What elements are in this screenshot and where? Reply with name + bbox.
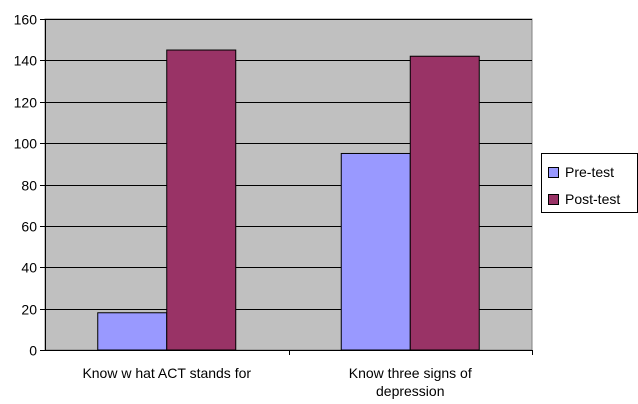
y-tick-labels: 0 20 40 60 80 100 120 140 160 xyxy=(14,12,38,359)
y-tick-label: 80 xyxy=(21,178,37,194)
bar-post-test-0 xyxy=(166,49,237,351)
y-tick-label: 40 xyxy=(21,260,37,276)
legend-swatch-post-test xyxy=(548,193,559,205)
y-tick-label: 160 xyxy=(14,12,38,28)
legend-label-pre-test: Pre-test xyxy=(565,164,615,180)
legend-item-post-test: Post-test xyxy=(548,189,620,209)
axes xyxy=(40,19,533,355)
legend: Pre-test Post-test xyxy=(541,153,638,213)
x-category-label: Know three signs of depression xyxy=(349,365,472,399)
x-category-label: Know w hat ACT stands for xyxy=(82,365,251,381)
legend-label-post-test: Post-test xyxy=(565,191,621,207)
y-tick-label: 20 xyxy=(21,302,37,318)
y-tick-label: 60 xyxy=(21,219,37,235)
y-tick-label: 120 xyxy=(14,95,38,111)
legend-item-pre-test: Pre-test xyxy=(548,162,614,182)
x-category-labels: Know w hat ACT stands for Know three sign… xyxy=(82,365,471,399)
legend-swatch-pre-test xyxy=(548,166,559,178)
y-tick-label: 0 xyxy=(29,343,37,359)
bars xyxy=(97,49,480,351)
bar-pre-test-0 xyxy=(97,312,168,351)
bar-post-test-1 xyxy=(409,55,480,351)
y-tick-label: 140 xyxy=(14,53,38,69)
y-tick-label: 100 xyxy=(14,136,38,152)
bar-pre-test-1 xyxy=(340,152,411,351)
